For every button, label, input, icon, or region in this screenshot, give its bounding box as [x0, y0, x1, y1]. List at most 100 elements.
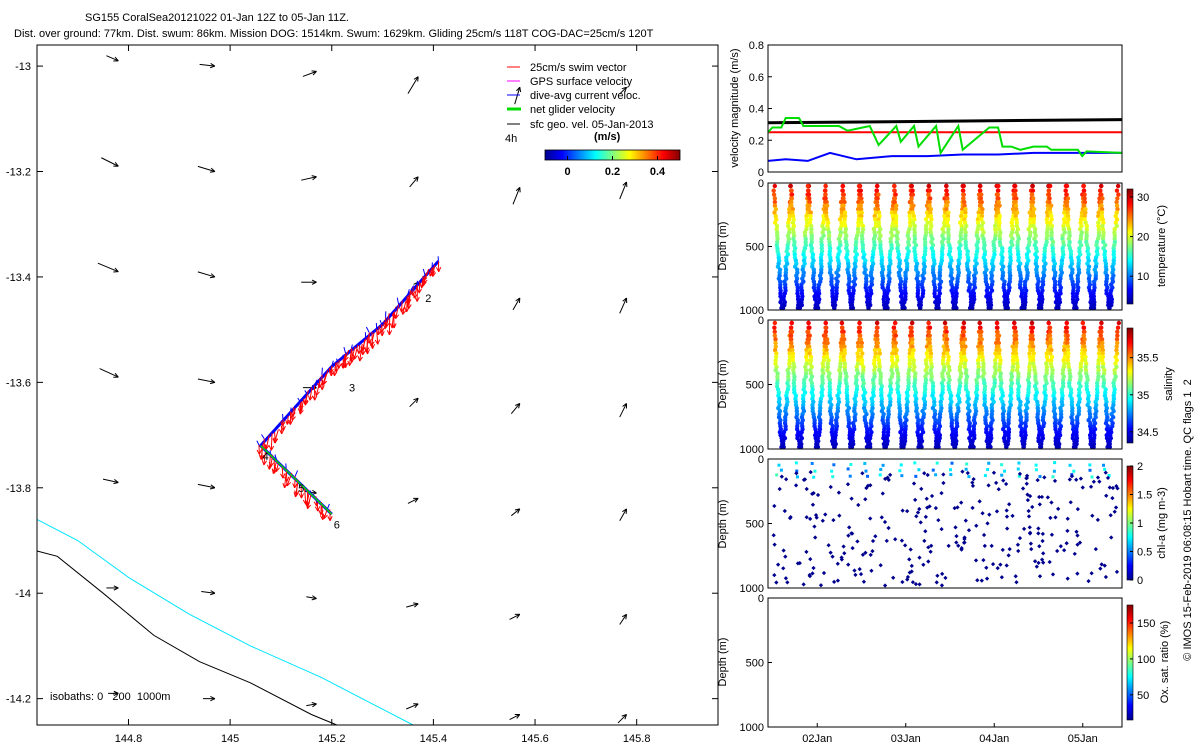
legend-interval-label: 4h	[505, 133, 517, 145]
sal-plot-point	[790, 358, 796, 363]
geo-vector-arrow	[306, 702, 317, 708]
temp-plot-point	[1056, 305, 1061, 311]
temp-plot-point	[928, 210, 933, 215]
vel-yticks-label: 0.8	[749, 40, 764, 52]
geo-vector-arrow-head	[311, 281, 317, 285]
sal-plot-point	[1044, 368, 1050, 373]
chl-point	[839, 555, 844, 560]
chl-surface-point	[795, 469, 799, 473]
temp-plot-point	[1062, 210, 1067, 215]
sal-plot-point	[941, 354, 946, 360]
chl-point	[971, 477, 976, 482]
chl-point	[986, 483, 991, 488]
swim-vector-arrow-shaft	[384, 320, 387, 329]
geo-vector-arrow-shaft	[619, 86, 627, 95]
sal-plot-point	[1068, 387, 1074, 392]
swim-vector-arrow-head	[319, 515, 324, 520]
temp-plot-point	[772, 196, 778, 201]
temp-plot-point	[910, 210, 915, 215]
legend-gps-label: GPS surface velocity	[530, 76, 633, 88]
sal-plot-point	[890, 351, 895, 356]
sal-plot-point	[910, 344, 915, 349]
sal-plot-point	[857, 333, 862, 338]
sal-plot-point	[1068, 374, 1073, 379]
swim-vector-arrow-head	[293, 492, 296, 498]
temp-plot-point	[923, 223, 929, 229]
sal-plot-point	[976, 368, 981, 373]
temp-plot-point	[787, 213, 792, 219]
chl-point	[1007, 502, 1012, 507]
sal-plot-point	[1018, 399, 1023, 405]
temp-plot-point	[1030, 199, 1036, 205]
sal-plot-point	[892, 337, 897, 342]
sal-plot-point	[1115, 340, 1120, 346]
swim-vector-arrow-head	[304, 400, 309, 406]
velocity-y-label: velocity magnitude (m/s)	[729, 48, 741, 167]
temp-plot-point	[974, 230, 980, 235]
sal-plot-point	[1096, 358, 1101, 363]
temp-plot-point	[960, 206, 965, 212]
swim-vector-arrow-head	[268, 461, 272, 467]
chl-point	[891, 575, 896, 580]
temp-plot-point	[1063, 188, 1068, 193]
sal-plot-point	[1027, 361, 1033, 366]
swim-vector-arrow	[414, 284, 420, 302]
swim-vector-arrow-shaft	[304, 393, 308, 406]
swim-vector-arrow-head	[301, 493, 304, 499]
temp-plot-point	[1049, 217, 1054, 222]
chl-point	[1015, 542, 1021, 547]
temp-plot-point	[860, 236, 865, 242]
sal-plot-point	[993, 351, 998, 356]
sal-plot-point	[824, 354, 830, 360]
geo-vector-arrow-shaft	[510, 403, 521, 414]
swim-vector-arrow	[369, 331, 376, 349]
swim-vector-arrow	[308, 387, 314, 401]
chl-point	[1004, 563, 1009, 568]
temp-plot-point	[1031, 206, 1037, 212]
swim-vector-arrow-head	[384, 324, 389, 330]
chl-point	[1110, 485, 1116, 491]
chl-point	[1065, 516, 1070, 521]
swim-vector-arrow-head	[314, 390, 317, 396]
sal-plot-point	[1013, 329, 1019, 334]
temp-plot-point	[927, 199, 932, 205]
chl-point	[772, 542, 777, 547]
geo-vector-arrow-head	[515, 186, 521, 192]
temp-plot-point	[975, 220, 981, 225]
temp-plot-point	[1045, 223, 1051, 229]
sal-plot-point	[859, 361, 865, 366]
sal-plot-point	[872, 358, 877, 363]
chl-point	[1036, 560, 1041, 566]
temp-plot-point	[1005, 305, 1011, 311]
chl-surface-point	[1102, 463, 1106, 467]
chl-point	[925, 472, 930, 478]
sal-plot-point	[1061, 347, 1067, 353]
swim-vector-arrow-head	[318, 510, 322, 516]
chl-point	[940, 571, 945, 577]
sal-plot-point	[1049, 354, 1055, 360]
sal-plot-point	[909, 333, 914, 338]
temp-plot-point	[942, 223, 947, 229]
sal-plot-point	[857, 320, 862, 326]
chl-point	[781, 548, 786, 553]
sal-plot-point	[1114, 351, 1120, 356]
sal-plot-point	[1063, 351, 1068, 356]
sal-plot-point	[841, 340, 846, 346]
temp-plot-point	[1084, 227, 1089, 232]
sal-plot-point	[889, 354, 895, 360]
chl-point	[991, 470, 997, 475]
day-marker-label: 4	[263, 451, 269, 463]
sal-plot-point	[910, 354, 915, 360]
temp-plot-point	[907, 210, 912, 215]
temp-plot-point	[997, 217, 1002, 222]
geo-vector-arrow-head	[113, 692, 119, 696]
chl-point	[858, 571, 864, 577]
geo-vector-arrow	[619, 508, 628, 522]
temp-plot-point	[996, 196, 1001, 201]
chl-point	[1036, 526, 1041, 531]
temp-plot-point	[943, 183, 949, 189]
temp-plot-point	[1050, 246, 1056, 251]
